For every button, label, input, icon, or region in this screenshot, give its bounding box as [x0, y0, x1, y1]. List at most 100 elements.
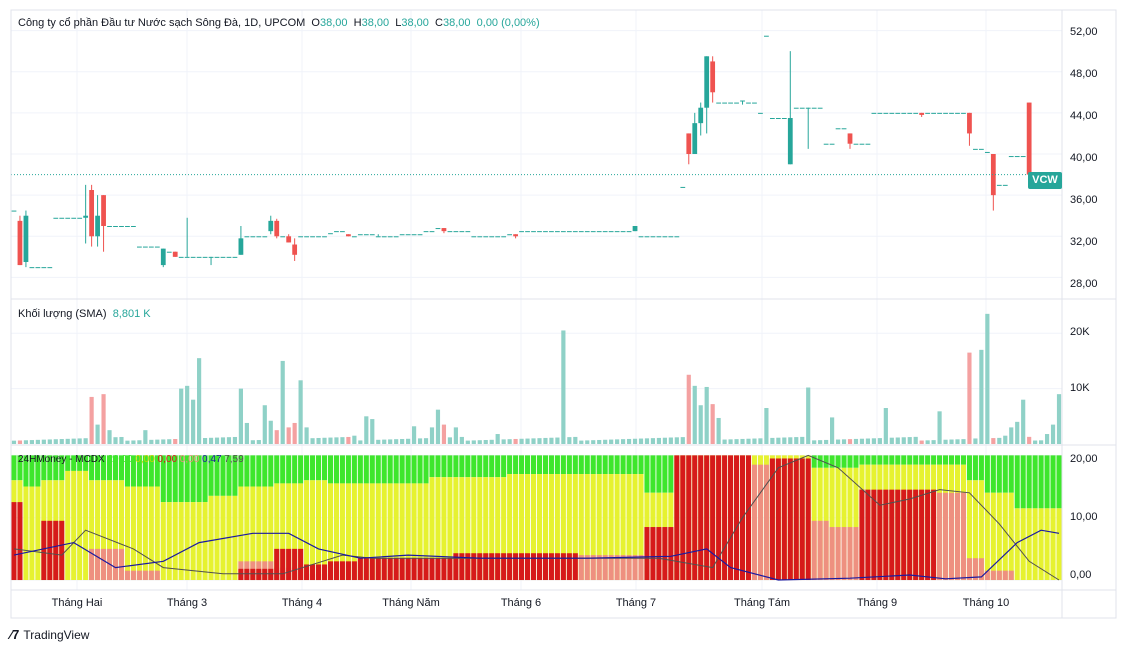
mcdx-bar-yellow	[984, 492, 990, 581]
x-tick: Tháng Tám	[733, 597, 791, 609]
mcdx-bar-red	[429, 558, 435, 581]
volume-bar	[238, 388, 243, 444]
volume-bar	[382, 439, 387, 444]
mcdx-bar-yellow	[596, 474, 602, 581]
volume-bar	[429, 427, 435, 444]
volume-bar	[179, 388, 184, 444]
mcdx-bar-yellow	[286, 483, 292, 581]
x-tick: Tháng Năm	[382, 597, 440, 609]
tradingview-logo[interactable]: ⁄7 TradingView	[10, 627, 89, 642]
candle-body	[166, 251, 172, 253]
candle-body	[142, 246, 148, 248]
mcdx-bar-salmon	[948, 492, 955, 581]
candle-body	[357, 234, 363, 236]
candle-body	[722, 102, 727, 104]
volume-bar	[973, 438, 978, 444]
candle-body	[644, 236, 650, 238]
volume-bar	[925, 440, 930, 444]
mcdx-bar-green	[208, 455, 214, 496]
chart-legend: Công ty cổ phần Đầu tư Nước sạch Sông Đà…	[18, 17, 540, 29]
low-label: L	[395, 17, 402, 29]
candle-body	[674, 236, 680, 238]
volume-bar	[41, 439, 46, 444]
mcdx-bar-yellow	[327, 483, 334, 581]
candle-body	[967, 112, 972, 134]
volume-bar	[626, 438, 632, 444]
candle-body	[602, 231, 608, 233]
candle-body	[817, 107, 823, 109]
mcdx-bar-red	[327, 561, 334, 581]
mcdx-bar-salmon	[835, 527, 841, 581]
volume-bar	[304, 427, 309, 444]
x-tick: Tháng Hai	[51, 597, 103, 609]
mcdx-bar-yellow	[118, 480, 125, 581]
candle-body	[764, 35, 769, 37]
mcdx-bar-yellow	[507, 474, 513, 581]
mcdx-bar-green	[560, 455, 566, 475]
mcdx-bar-green	[1038, 455, 1044, 509]
close-label: C	[435, 17, 443, 29]
candle-body	[990, 154, 996, 196]
volume-bar	[907, 437, 912, 444]
volume-bar	[1003, 435, 1008, 444]
mcdx-bar-yellow	[304, 480, 310, 581]
volume-bar	[143, 430, 148, 444]
volume-bar	[650, 438, 656, 444]
mcdx-bar-red	[286, 548, 292, 581]
candle-body	[256, 236, 262, 238]
volume-bar	[632, 438, 638, 444]
mcdx-bar-green	[220, 455, 226, 496]
mcdx-bar-red	[859, 489, 865, 581]
volume-bar	[411, 426, 417, 444]
volume-bar	[967, 352, 972, 444]
mcdx-bar-red	[339, 561, 345, 581]
volume-bar	[23, 440, 29, 444]
mcdx-bar-yellow	[298, 483, 304, 581]
mcdx-bar-red	[925, 489, 931, 581]
mcdx-bar-green	[662, 455, 668, 493]
candle-body	[805, 107, 811, 109]
mcdx-bar-salmon	[112, 548, 119, 581]
volume-bar	[1009, 427, 1014, 444]
mcdx-bar-green	[507, 455, 513, 475]
candle-body	[387, 236, 393, 238]
mcdx-bar-green	[417, 455, 423, 484]
candle-body	[310, 236, 315, 238]
candle-body	[316, 236, 321, 238]
candle-body	[411, 234, 417, 236]
mcdx-bar-salmon	[972, 558, 978, 581]
volume-bar	[656, 437, 662, 444]
mcdx-bar-salmon	[142, 570, 148, 581]
volume-bar	[17, 440, 23, 444]
volume-bar	[47, 439, 52, 444]
candle-body	[531, 231, 536, 233]
volume-legend: Khối lượng (SMA) 8,801 K	[18, 308, 151, 320]
mcdx-bar-red	[244, 568, 250, 581]
mcdx-bar-red	[931, 489, 937, 581]
mcdx-bar-red	[710, 455, 716, 581]
volume-bar	[841, 439, 847, 444]
mcdx-bar-red	[775, 458, 781, 581]
mcdx-bar-green	[578, 455, 584, 475]
mcdx-bar-yellow	[142, 486, 148, 581]
mcdx-bar-yellow	[501, 477, 507, 581]
volume-bar	[722, 439, 727, 444]
mcdx-bar-red	[536, 553, 543, 581]
volume-bar	[477, 440, 482, 444]
price-tick: 28,00	[1070, 278, 1098, 290]
mcdx-bar-red	[423, 558, 429, 581]
mcdx-bar-green	[238, 455, 244, 487]
mcdx-bar-yellow	[1056, 508, 1062, 581]
mcdx-bar-salmon	[984, 570, 990, 581]
candle-body	[901, 112, 907, 114]
mcdx-bar-green	[429, 455, 435, 478]
mcdx-bar-green	[315, 455, 322, 481]
mcdx-bar-green	[232, 455, 238, 496]
mcdx-bar-green	[280, 455, 286, 484]
mcdx-bar-red	[793, 458, 799, 581]
volume-bar	[597, 439, 602, 444]
volume-bar	[543, 437, 548, 444]
mcdx-bar-yellow	[154, 486, 160, 581]
candle-body	[435, 228, 441, 230]
volume-bar	[1027, 436, 1032, 444]
